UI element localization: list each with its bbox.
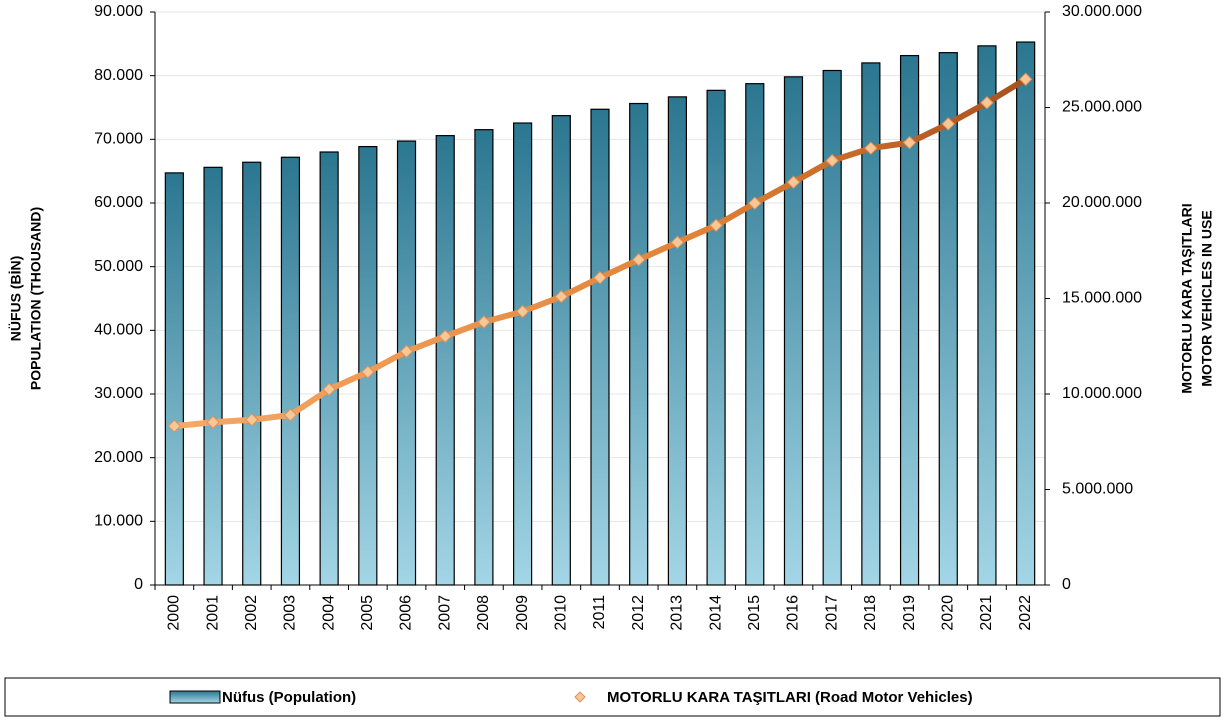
line-marker (631, 253, 646, 267)
bar (977, 45, 997, 586)
bar (667, 96, 687, 586)
y2-tick-label: 25.000.000 (1062, 99, 1142, 116)
x-tick-label: 2014 (707, 595, 724, 631)
bar (706, 89, 726, 586)
x-tick-label: 2012 (630, 595, 647, 631)
x-tick-label: 2005 (359, 595, 376, 631)
legend-label: MOTORLU KARA TAŞITLARI (Road Motor Vehic… (607, 689, 973, 706)
line-marker (515, 304, 530, 319)
x-tick-label: 2008 (475, 595, 492, 631)
legend-swatch (169, 690, 221, 704)
x-tick-label: 2011 (591, 595, 608, 630)
y2-tick-label: 0 (1062, 576, 1071, 593)
line-marker (167, 419, 182, 433)
bar (629, 102, 649, 586)
x-tick-label: 2010 (553, 595, 570, 631)
y-tick-label: 80.000 (94, 67, 143, 84)
bar (861, 62, 881, 586)
line-marker (670, 235, 685, 250)
y2-tick-label: 5.000.000 (1062, 481, 1133, 498)
bar (319, 151, 339, 586)
x-tick-label: 2006 (398, 595, 415, 631)
bar (745, 83, 765, 586)
x-tick-label: 2009 (514, 595, 531, 631)
y2-axis-title: MOTORLU KARA TAŞITLARI (1179, 203, 1195, 393)
bar (242, 161, 262, 586)
legend-label: Nüfus (Population) (222, 689, 356, 706)
bar (822, 69, 842, 586)
bar (1016, 41, 1036, 586)
bar (590, 108, 610, 586)
line-marker (477, 315, 491, 329)
bar (435, 135, 455, 586)
line-marker (902, 135, 917, 150)
line-marker (748, 196, 762, 210)
y-tick-label: 60.000 (94, 194, 143, 211)
line-marker (322, 382, 336, 397)
x-tick-label: 2018 (862, 595, 879, 631)
line-marker (554, 289, 569, 304)
y2-tick-label: 20.000.000 (1062, 194, 1142, 211)
x-tick-label: 2002 (243, 595, 260, 631)
x-tick-label: 2016 (785, 595, 802, 631)
x-tick-label: 2000 (166, 595, 183, 631)
x-tick-label: 2017 (823, 595, 840, 631)
line-marker (941, 117, 955, 131)
line-marker (709, 218, 723, 233)
line-marker (438, 329, 452, 344)
line-marker (593, 270, 607, 285)
y-tick-label: 20.000 (94, 449, 143, 466)
bar (551, 115, 571, 586)
x-tick-label: 2003 (282, 595, 299, 631)
x-tick-label: 2007 (436, 595, 453, 631)
y-tick-label: 30.000 (94, 385, 143, 402)
line-marker (245, 413, 259, 427)
x-tick-label: 2022 (1017, 595, 1034, 631)
x-tick-label: 2019 (901, 595, 918, 631)
line-marker (1018, 72, 1033, 86)
y-tick-label: 40.000 (94, 322, 143, 339)
bar (396, 140, 417, 586)
y-tick-label: 10.000 (94, 513, 143, 530)
y-tick-label: 70.000 (94, 131, 143, 148)
line-marker (786, 175, 801, 189)
y2-tick-label: 10.000.000 (1062, 385, 1142, 402)
bar (474, 129, 494, 586)
x-tick-label: 2020 (939, 595, 956, 631)
line-marker (361, 365, 375, 379)
line-marker (206, 415, 220, 429)
line-marker (399, 344, 414, 359)
y-tick-label: 0 (134, 576, 143, 593)
x-tick-label: 2021 (978, 595, 995, 631)
bar (280, 156, 301, 586)
y2-tick-label: 15.000.000 (1062, 290, 1142, 307)
bar (203, 166, 223, 586)
line-marker (825, 153, 839, 168)
bar (899, 54, 920, 586)
line-marker (864, 141, 878, 155)
y-tick-label: 50.000 (94, 258, 143, 275)
y2-axis-title: MOTOR VEHICLES IN USE (1199, 210, 1215, 386)
line-marker (980, 96, 994, 110)
x-tick-label: 2001 (204, 595, 221, 631)
x-tick-label: 2015 (746, 595, 763, 631)
y-tick-label: 90.000 (94, 3, 143, 20)
bar (783, 76, 804, 586)
bar (513, 122, 533, 586)
bar (164, 172, 184, 586)
y-axis-title: NÜFUS (BİN) (8, 256, 24, 342)
legend-marker (574, 691, 586, 703)
line-marker (283, 408, 298, 422)
x-tick-label: 2004 (320, 595, 337, 631)
y-axis-title: POPULATION (THOUSAND) (28, 207, 44, 390)
y2-tick-label: 30.000.000 (1062, 3, 1142, 20)
x-tick-label: 2013 (669, 595, 686, 631)
bar (938, 52, 958, 586)
